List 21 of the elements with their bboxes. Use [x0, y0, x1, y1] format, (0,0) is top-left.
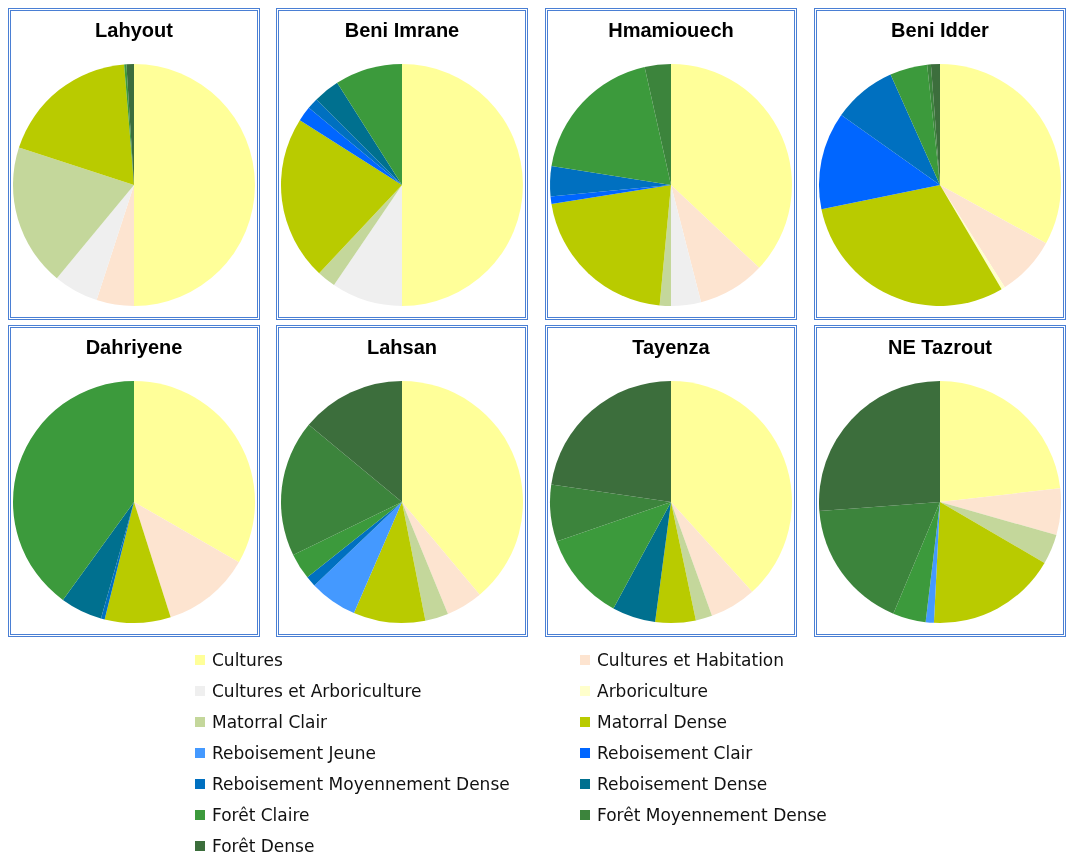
legend-label: Reboisement Moyennement Dense [212, 774, 510, 794]
chart-title: Lahyout [94, 19, 174, 42]
legend-label: Reboisement Clair [597, 743, 753, 763]
chart-title: Dahriyene [84, 336, 184, 359]
chart-title: Tayenza [631, 336, 711, 359]
legend-label: Matorral Dense [597, 712, 728, 732]
legend-label: Cultures [212, 650, 283, 670]
legend-label: Matorral Clair [212, 712, 328, 732]
legend-label: Forêt Moyennement Dense [597, 805, 827, 825]
chart-title: NE Tazrout [886, 336, 994, 359]
legend-label: Reboisement Jeune [212, 743, 377, 763]
chart-title: Beni Idder [890, 19, 990, 42]
legend-label: Arboriculture [597, 681, 708, 701]
chart-title: Lahsan [366, 336, 438, 359]
chart-title: Hmamiouech [607, 19, 735, 42]
legend-label: Reboisement Dense [597, 774, 768, 794]
chart-title: Beni Imrane [343, 19, 461, 42]
legend-label: Cultures et Habitation [597, 650, 785, 670]
legend-label: Cultures et Arboriculture [212, 681, 422, 701]
legend-label: Forêt Dense [212, 836, 315, 856]
legend-label: Forêt Claire [212, 805, 310, 825]
